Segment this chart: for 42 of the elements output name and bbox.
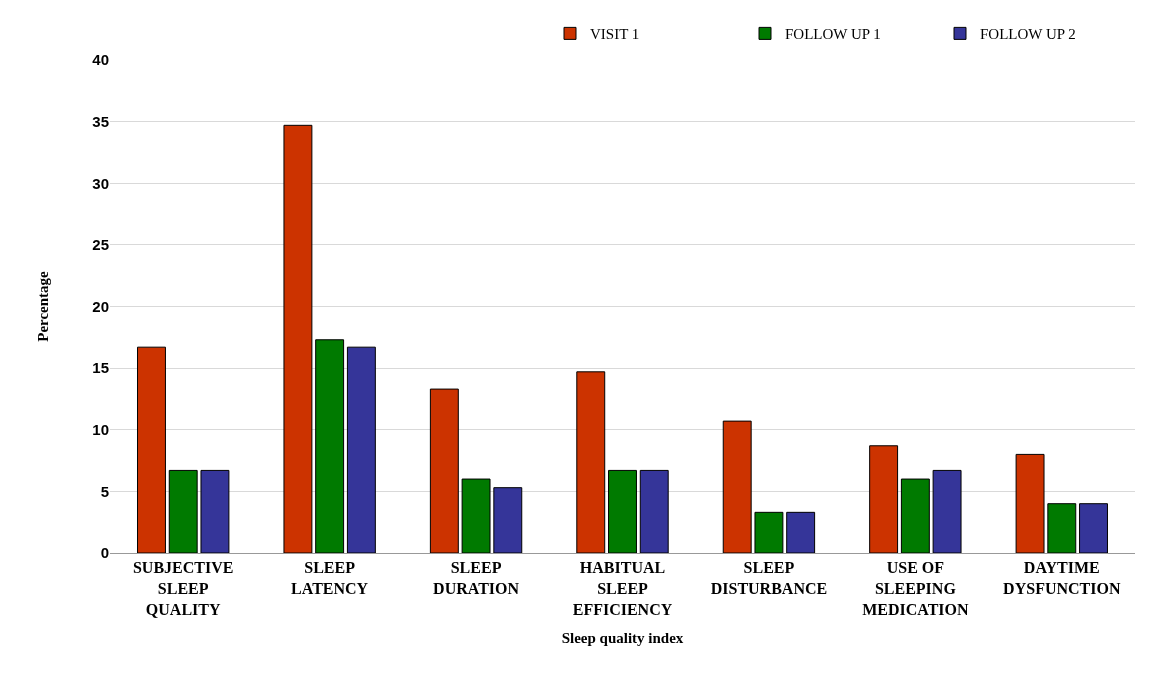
bar — [315, 339, 345, 553]
bar — [346, 346, 376, 553]
x-tick-label: SUBJECTIVE SLEEP QUALITY — [132, 559, 234, 618]
y-tick-label: 25 — [92, 236, 109, 254]
bar — [900, 478, 930, 553]
bar — [283, 124, 313, 553]
bar — [1079, 503, 1108, 553]
y-axis-title: Percentage — [34, 270, 51, 342]
bar — [461, 478, 491, 553]
y-tick-label: 0 — [100, 544, 109, 562]
y-tick-label: 5 — [100, 482, 109, 500]
bar — [168, 469, 198, 553]
bar — [754, 511, 784, 553]
bar — [608, 469, 637, 553]
y-tick-label: 35 — [92, 112, 109, 130]
bar — [576, 371, 606, 553]
bar — [1015, 453, 1045, 553]
bar — [722, 420, 752, 553]
x-tick-label: HABITUAL SLEEP EFFICIENCY — [572, 559, 673, 618]
x-tick-label: SLEEP DISTURBANCE — [710, 559, 828, 597]
bar — [786, 511, 816, 553]
bar — [137, 346, 166, 553]
bar — [429, 388, 459, 553]
x-tick-label: SLEEP LATENCY — [291, 559, 369, 597]
x-axis-title: Sleep quality index — [561, 629, 684, 646]
bar — [639, 469, 669, 553]
legend-label: FOLLOW UP 1 — [785, 26, 881, 43]
bar — [932, 469, 962, 553]
x-tick-label: SLEEP DURATION — [433, 559, 520, 597]
y-tick-label: 30 — [92, 174, 109, 192]
bar — [493, 487, 523, 553]
bar — [869, 445, 899, 553]
legend-label: FOLLOW UP 2 — [980, 26, 1076, 43]
legend-label: VISIT 1 — [590, 26, 640, 43]
y-tick-label: 10 — [92, 421, 109, 438]
bar — [200, 469, 230, 553]
bar — [1047, 503, 1077, 553]
x-tick-label: DAYTIME DYSFUNCTION — [1003, 559, 1121, 597]
y-tick-label: 40 — [92, 51, 109, 69]
x-tick-label: USE OF SLEEPING MEDICATION — [862, 559, 969, 618]
y-tick-label: 15 — [92, 359, 109, 377]
y-tick-label: 20 — [92, 297, 109, 315]
